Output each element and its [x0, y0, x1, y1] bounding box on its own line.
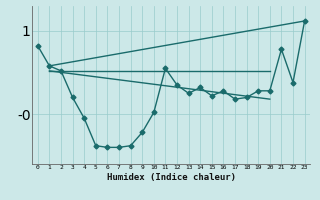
X-axis label: Humidex (Indice chaleur): Humidex (Indice chaleur)	[107, 173, 236, 182]
